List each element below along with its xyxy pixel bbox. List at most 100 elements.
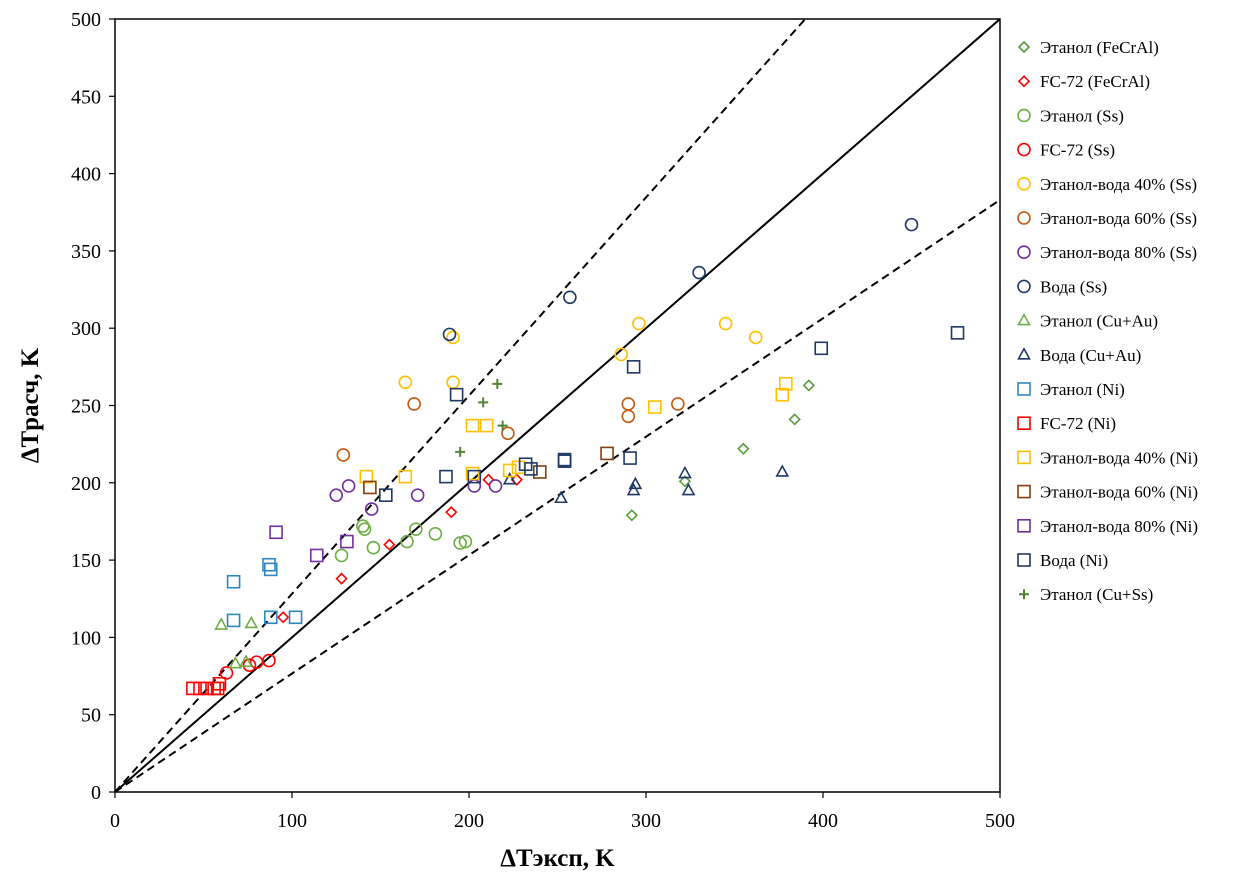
data-point [465,466,480,481]
data-point [340,534,354,549]
legend-label: Этанол (FeCrAl) [1040,38,1159,57]
legend-item: Этанол-вода 60% (Ss) [1017,209,1197,228]
data-point [554,490,568,504]
data-point [467,479,482,493]
data-point [524,462,538,476]
legend-marker [1019,589,1029,600]
legend-item: Этанол-вода 40% (Ss) [1017,175,1197,194]
data-point [814,341,829,356]
series-14 [269,525,354,563]
legend-marker [1017,75,1031,88]
data-point [510,473,523,486]
data-point [488,479,503,493]
legend-label: FC-72 (Ni) [1040,414,1116,433]
data-point [678,475,692,488]
legend-marker [1017,450,1031,465]
y-tick-label: 500 [71,9,101,31]
legend-marker [1017,177,1031,191]
data-points [186,217,965,696]
series-15 [379,326,965,502]
data-point [410,488,425,502]
data-point [210,681,225,696]
legend-marker [1017,245,1031,259]
data-point [626,360,641,374]
y-tick-label: 150 [71,550,101,572]
y-tick-label: 350 [71,241,101,263]
y-tick-label: 250 [71,396,101,418]
y-axis-title: ΔTрасч, K [17,347,44,463]
data-point [219,666,234,680]
data-point [775,464,790,477]
data-point [497,420,508,431]
data-point [263,562,278,577]
data-point [775,387,790,402]
y-tick-label: 450 [71,86,101,108]
data-point [334,548,349,563]
data-point [904,217,919,232]
data-point [428,527,443,541]
reference-line-dashed-2 [115,199,1000,792]
data-point [379,488,393,502]
data-point [263,610,278,625]
data-point [242,658,257,673]
data-point [648,400,662,414]
series-8 [214,615,259,669]
legend-item: FC-72 (Ss) [1017,141,1115,160]
data-point [239,654,253,667]
data-point [214,617,229,630]
series-3 [219,653,276,680]
data-point [398,375,413,390]
y-tick-label: 200 [71,473,101,495]
legend-label: Этанол-вода 80% (Ni) [1040,517,1198,536]
legend-label: Вода (Ss) [1040,277,1107,296]
reference-line-dashed-1 [115,19,807,792]
data-point [621,397,636,411]
series-2 [334,519,473,563]
data-point [357,522,372,536]
data-point [226,574,241,589]
data-point [479,418,494,433]
legend-item: Этанол (FeCrAl) [1017,38,1159,57]
data-point [950,326,965,340]
y-tick-label: 0 [91,782,101,804]
series-4 [398,316,763,390]
series-11 [186,676,227,696]
data-point [193,681,207,696]
legend-label: FC-72 (Ss) [1040,141,1115,160]
legend-item: Этанол (Ni) [1017,380,1125,399]
series-1 [277,473,523,624]
data-point [748,330,763,345]
data-point [186,681,200,696]
legend-marker [1017,553,1031,567]
y-axis: 0 50 100 150 200 250 300 350 400 450 500 [71,9,115,804]
data-point [632,316,646,331]
data-point [557,454,572,468]
legend-marker [1017,382,1031,396]
legend-marker [1017,518,1031,533]
data-point [445,506,458,519]
legend-item: Этанол-вода 40% (Ni) [1017,448,1198,467]
data-point [244,615,259,629]
data-point [453,536,467,550]
data-point [600,446,614,461]
data-point [467,469,482,484]
x-tick-label: 500 [985,810,1015,832]
legend-label: Этанол-вода 80% (Ss) [1040,243,1197,262]
data-point [449,387,464,402]
legend-label: Этанол (Cu+Au) [1040,312,1158,331]
data-point [309,548,324,563]
data-point [446,375,460,390]
data-point [501,426,515,441]
legend-item: FC-72 (FeCrAl) [1017,72,1150,91]
legend-marker [1017,347,1031,360]
data-point [625,509,638,522]
y-tick-label: 400 [71,164,101,186]
legend-label: Этанол-вода 60% (Ss) [1040,209,1197,228]
series-7 [442,217,919,342]
legend-item: Вода (Ni) [1017,551,1108,570]
y-tick-label: 300 [71,318,101,340]
data-point [623,451,637,465]
data-point [788,413,801,426]
legend-item: Этанол (Cu+Ss) [1019,585,1153,604]
data-point [226,613,241,628]
